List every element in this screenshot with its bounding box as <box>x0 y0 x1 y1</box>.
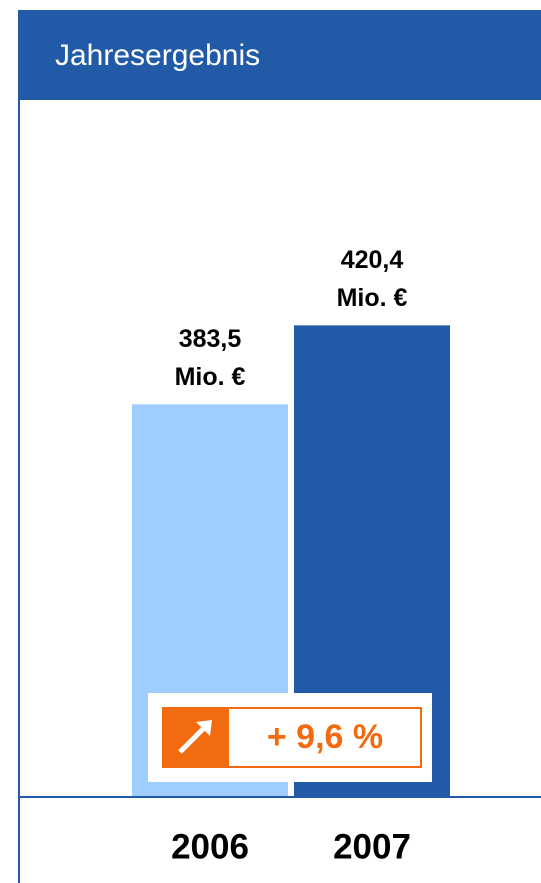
x-tick-label: 2006 <box>171 827 249 866</box>
value-label: 383,5 Mio. € <box>174 325 246 392</box>
arrow-shaft <box>178 724 208 754</box>
badge-box <box>227 707 422 768</box>
chart-title: Jahresergebnis <box>55 39 260 72</box>
header <box>18 10 541 100</box>
x-tick-label: 2007 <box>333 827 411 866</box>
arrow-head <box>196 720 212 736</box>
value-label: 420,4 Mio. € <box>336 246 408 313</box>
annotation: + 9,6 % <box>266 718 384 756</box>
